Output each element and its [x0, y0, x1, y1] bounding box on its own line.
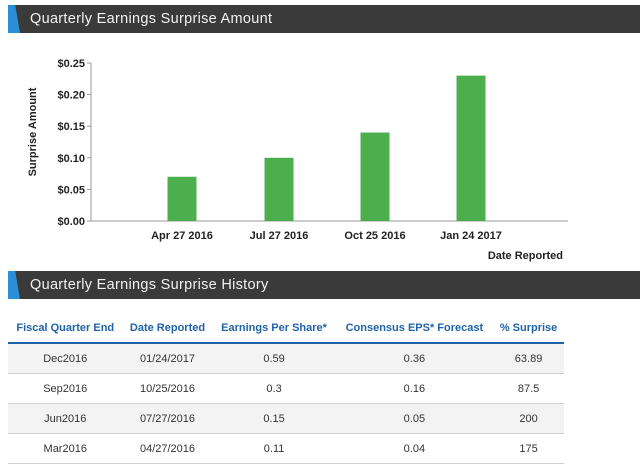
cell-fiscal-quarter-end: Mar2016 [8, 433, 123, 464]
y-axis-title: Surprise Amount [27, 87, 39, 176]
col-header-earnings-per-share[interactable]: Earnings Per Share* [212, 313, 336, 344]
cell-consensus-eps: 0.04 [335, 433, 494, 464]
cell-earnings-per-share: 0.11 [212, 433, 336, 464]
chart-axes [87, 62, 568, 222]
chart-section-title: Quarterly Earnings Surprise Amount [30, 11, 273, 27]
cell-earnings-per-share: 0.59 [212, 343, 336, 374]
bar [456, 75, 486, 221]
col-header-percent-surprise[interactable]: % Surprise [493, 313, 564, 344]
chart-section-header: Quarterly Earnings Surprise Amount [8, 5, 640, 33]
cell-date-reported: 04/27/2016 [122, 433, 213, 464]
x-tick-label: Oct 25 2016 [344, 230, 405, 242]
cell-date-reported: 07/27/2016 [122, 403, 213, 434]
chart-bars [167, 75, 486, 221]
cell-fiscal-quarter-end: Jun2016 [8, 403, 123, 434]
y-tick-label: $0.25 [57, 58, 85, 70]
cell-earnings-per-share: 0.3 [212, 373, 336, 404]
x-tick-label: Jan 24 2017 [440, 230, 502, 242]
header-accent-stripe [8, 5, 20, 33]
x-tick-label: Apr 27 2016 [151, 230, 213, 242]
cell-percent-surprise: 87.5 [493, 373, 564, 404]
cell-fiscal-quarter-end: Sep2016 [8, 373, 123, 404]
table-header-row: Fiscal Quarter End Date Reported Earning… [8, 313, 564, 344]
table-row: Jun2016 07/27/2016 0.15 0.05 200 [8, 403, 564, 434]
cell-earnings-per-share: 0.15 [212, 403, 336, 434]
bar [360, 132, 390, 221]
col-header-date-reported[interactable]: Date Reported [122, 313, 213, 344]
history-section-header: Quarterly Earnings Surprise History [8, 271, 640, 299]
cell-percent-surprise: 200 [493, 403, 564, 434]
cell-consensus-eps: 0.16 [335, 373, 494, 404]
cell-percent-surprise: 63.89 [493, 343, 564, 374]
chart-labels: $0.00 $0.05 $0.10 $0.15 $0.20 $0.25 Apr 27 201… [27, 58, 563, 262]
table-row: Mar2016 04/27/2016 0.11 0.04 175 [8, 433, 564, 464]
header-accent-stripe [8, 271, 20, 299]
cell-percent-surprise: 175 [493, 433, 564, 464]
bar [167, 176, 197, 221]
earnings-surprise-bar-chart: $0.00 $0.05 $0.10 $0.15 $0.20 $0.25 Apr 27 201… [27, 58, 568, 262]
col-header-consensus-eps-forecast[interactable]: Consensus EPS* Forecast [335, 313, 494, 344]
cell-consensus-eps: 0.05 [335, 403, 494, 434]
col-header-fiscal-quarter-end[interactable]: Fiscal Quarter End [8, 313, 123, 344]
x-axis-title: Date Reported [488, 250, 563, 262]
table-row: Dec2016 01/24/2017 0.59 0.36 63.89 [8, 343, 564, 374]
cell-consensus-eps: 0.36 [335, 343, 494, 374]
y-tick-label: $0.00 [57, 216, 85, 228]
cell-date-reported: 10/25/2016 [122, 373, 213, 404]
y-tick-label: $0.20 [57, 90, 85, 102]
table-row: Sep2016 10/25/2016 0.3 0.16 87.5 [8, 373, 564, 404]
y-tick-label: $0.05 [57, 184, 85, 196]
y-tick-label: $0.15 [57, 121, 85, 133]
cell-date-reported: 01/24/2017 [122, 343, 213, 374]
cell-fiscal-quarter-end: Dec2016 [8, 343, 123, 374]
x-tick-label: Jul 27 2016 [250, 230, 309, 242]
history-section-title: Quarterly Earnings Surprise History [30, 277, 269, 293]
earnings-history-table: Fiscal Quarter End Date Reported Earning… [8, 313, 564, 464]
bar [264, 157, 294, 221]
y-tick-label: $0.10 [57, 153, 85, 165]
